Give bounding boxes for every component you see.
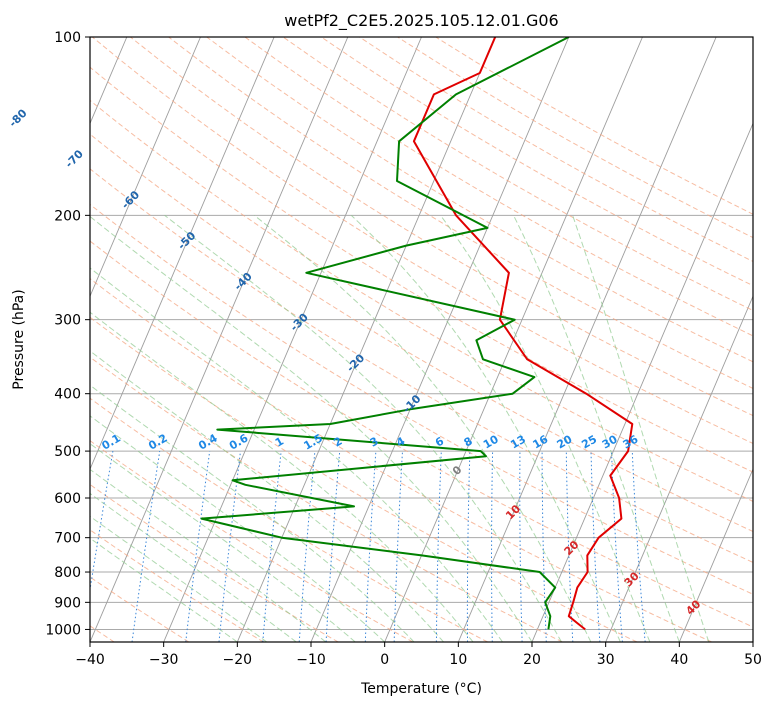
y-tick-label: 900 [54,595,81,611]
mixing-ratio-line [218,451,241,642]
x-tick-label: 40 [670,652,688,668]
moist-adiabat-line [90,415,386,642]
mixing-ratio-line [131,451,161,642]
y-axis: 100 200 300 400 500 600 700 800 900 1000 [45,30,90,638]
dry-adiabat-line [282,37,753,312]
x-tick-label: −40 [75,652,105,668]
y-tick-label: 300 [54,313,81,329]
y-axis-label: Pressure (hPa) [11,289,27,389]
dry-adiabat-line [90,483,339,642]
dry-adiabat-line [90,316,638,642]
x-tick-label: 10 [449,652,467,668]
dry-adiabat-line [90,397,488,642]
y-tick-label: 100 [54,30,81,46]
dry-adiabat-line [90,356,563,642]
x-axis: −40 −30 −20 −10 0 10 20 30 40 50 [75,642,762,668]
plot-frame [89,36,754,643]
isotherm-line [90,37,275,471]
profile-lines [200,37,634,631]
mixing-ratio-line [185,451,211,642]
x-tick-label: 20 [523,652,541,668]
mixing-ratio-line [298,451,316,642]
moist-adiabat-line [164,214,562,642]
x-tick-label: −10 [296,652,326,668]
moist-adiabat-line [90,492,297,642]
x-tick-label: 0 [380,652,389,668]
moist-adiabat-line [90,443,356,642]
y-tick-label: 600 [54,491,81,507]
dry-adiabat-line [90,168,753,563]
mixing-ratio-line [631,451,646,642]
y-tick-label: 1000 [45,622,81,638]
moist-adiabat-line [90,468,327,642]
moist-adiabat-line [90,215,533,642]
moist-adiabat-line [572,215,710,642]
dry-adiabat-line [90,203,753,595]
dewpoint-line [200,37,570,630]
isotherm-line [678,467,753,642]
isotherm-line [531,122,753,642]
dry-adiabat-line [90,440,414,642]
x-tick-label: −30 [149,652,179,668]
moist-adiabat-line [513,215,680,642]
moist-adiabat-line [90,537,238,642]
dry-adiabat-line [244,37,753,337]
isotherm-line [90,37,201,298]
y-tick-label: 700 [54,531,81,547]
temperature-line [412,37,634,631]
x-axis-label: Temperature (°C) [360,681,482,697]
dry-adiabat-line [90,133,753,533]
dry-adiabat-line [90,240,753,628]
moist-adiabat-line [350,214,621,642]
x-tick-label: −20 [223,652,253,668]
moist-adiabat-line [90,267,503,642]
moist-adiabat-line [90,350,444,642]
dry-adiabat-line [90,278,712,642]
isotherm-line [90,37,349,642]
moist-adiabat-line [90,515,268,642]
isotherm-line [605,295,753,642]
x-tick-label: 30 [597,652,615,668]
dry-adiabat-line [168,37,753,389]
dry-adiabat-line [90,529,264,642]
moist-adiabat-line [440,215,651,642]
isotherm-line [163,37,422,642]
mixing-ratio-line [90,451,114,593]
y-tick-label: 800 [54,565,81,581]
chart-title: wetPf2_C2E5.2025.105.12.01.G06 [284,11,558,31]
x-tick-label: 50 [744,652,762,668]
y-tick-label: 500 [54,444,81,460]
y-tick-label: 200 [54,208,81,224]
moist-adiabat-line [90,311,474,642]
mixing-ratio-line [262,451,282,642]
isotherm-line [236,37,496,642]
dry-adiabat-line [206,37,753,363]
y-tick-label: 400 [54,387,81,403]
dry-adiabat-line [90,66,753,473]
